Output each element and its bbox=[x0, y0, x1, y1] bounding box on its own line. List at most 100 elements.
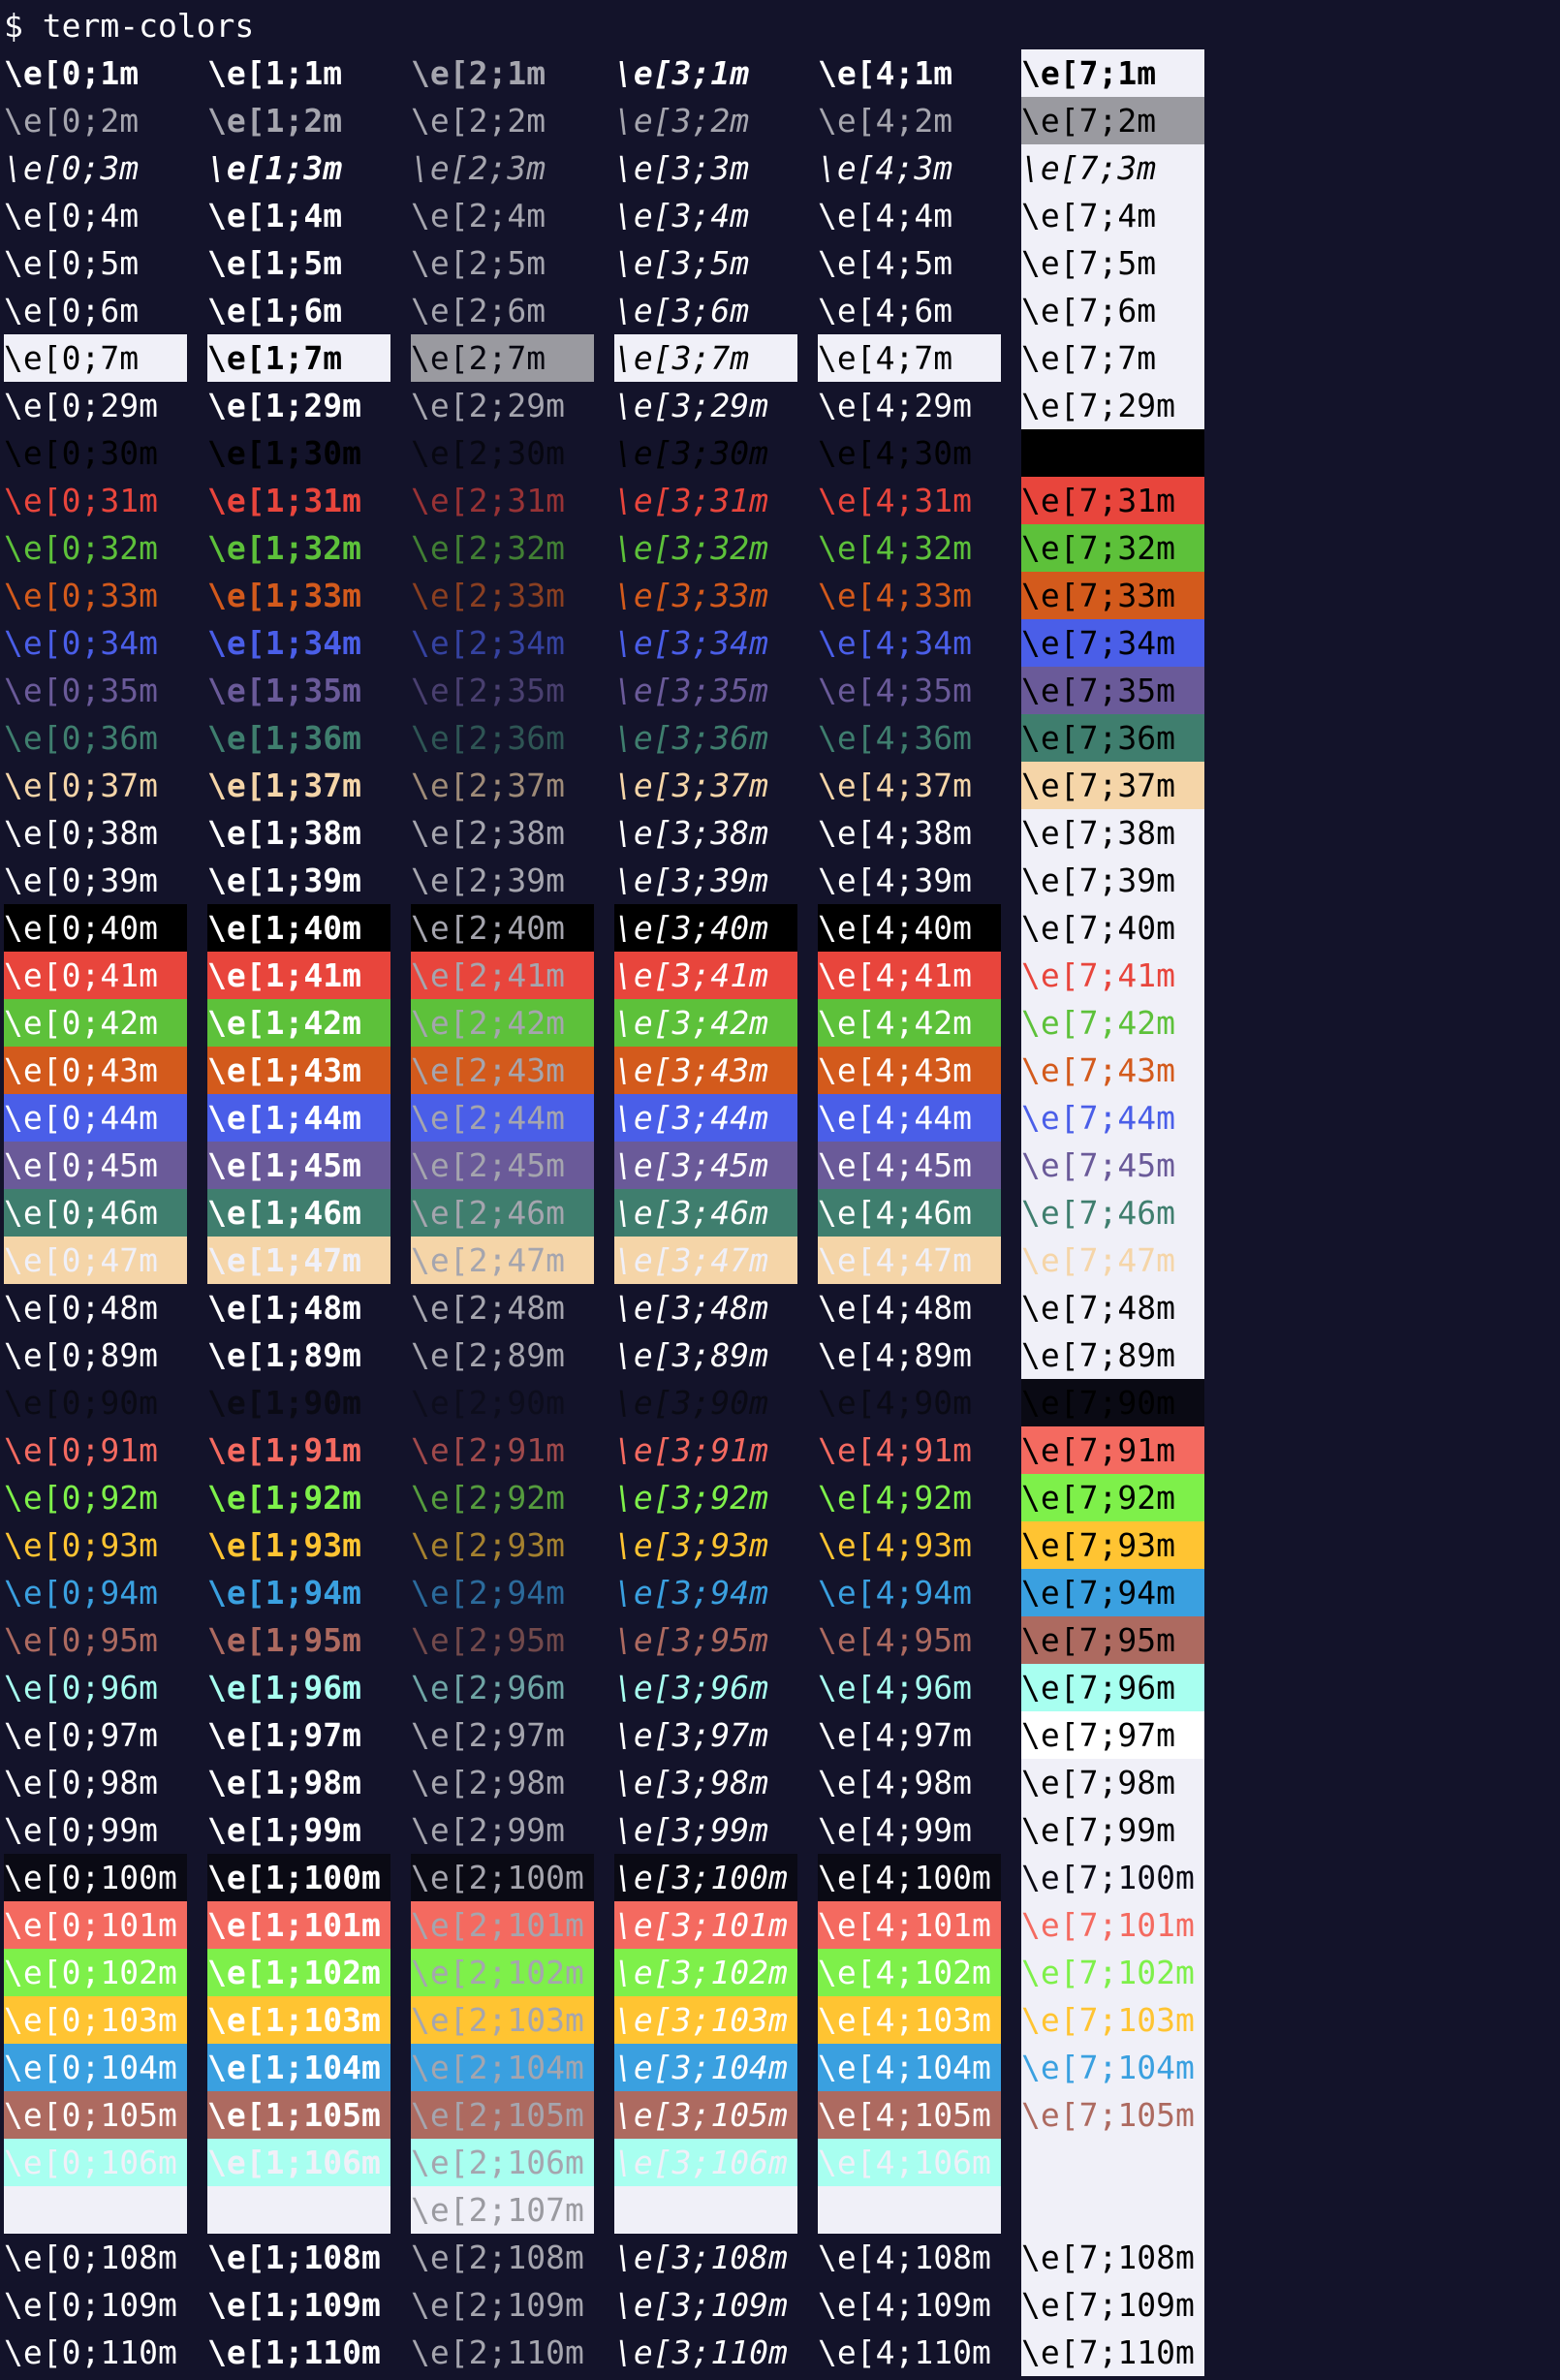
escape-cell-3-7: \e[3;7m bbox=[614, 334, 797, 382]
escape-code-label: \e[2;30m bbox=[411, 434, 565, 472]
escape-cell-0-90: \e[0;90m bbox=[4, 1379, 187, 1426]
escape-code-label: \e[0;104m bbox=[4, 2049, 177, 2086]
escape-code-label: \e[4;98m bbox=[818, 1764, 972, 1801]
escape-code-label: \e[0;108m bbox=[4, 2239, 177, 2276]
escape-code-label: \e[0;105m bbox=[4, 2096, 177, 2134]
escape-cell-3-3: \e[3;3m bbox=[614, 144, 797, 192]
escape-code-label: \e[3;39m bbox=[614, 861, 768, 899]
escape-cell-2-38: \e[2;38m bbox=[411, 809, 594, 857]
escape-cell-3-29: \e[3;29m bbox=[614, 382, 797, 429]
escape-code-label: \e[3;36m bbox=[614, 719, 768, 757]
escape-code-label: \e[4;110m bbox=[818, 2333, 991, 2371]
escape-code-label: \e[2;107m bbox=[411, 2191, 584, 2229]
escape-code-label: \e[4;94m bbox=[818, 1574, 972, 1612]
escape-cell-3-100: \e[3;100m bbox=[614, 1854, 797, 1901]
escape-cell-3-102: \e[3;102m bbox=[614, 1949, 797, 1996]
escape-code-label: \e[0;6m bbox=[4, 292, 140, 329]
escape-cell-2-42: \e[2;42m bbox=[411, 999, 594, 1047]
escape-cell-4-106: \e[4;106m bbox=[818, 2139, 1001, 2186]
escape-cell-1-91: \e[1;91m bbox=[207, 1426, 390, 1474]
escape-code-label: \e[0;38m bbox=[4, 814, 158, 852]
escape-cell-2-30: \e[2;30m bbox=[411, 429, 594, 477]
escape-cell-4-107 bbox=[818, 2186, 1001, 2234]
escape-cell-0-30: \e[0;30m bbox=[4, 429, 187, 477]
escape-code-label: \e[2;1m bbox=[411, 54, 546, 92]
escape-code-label: \e[2;106m bbox=[411, 2144, 584, 2181]
escape-code-label: \e[3;48m bbox=[614, 1289, 768, 1327]
escape-cell-4-103: \e[4;103m bbox=[818, 1996, 1001, 2044]
escape-code-label: \e[0;95m bbox=[4, 1621, 158, 1659]
escape-code-label: \e[4;43m bbox=[818, 1051, 972, 1089]
escape-cell-2-99: \e[2;99m bbox=[411, 1806, 594, 1854]
terminal-window[interactable]: $ term-colors \e[0;1m \e[1;1m \e[2;1m \e[3;… bbox=[4, 2, 1554, 2378]
escape-cell-4-96: \e[4;96m bbox=[818, 1664, 1001, 1711]
escape-cell-2-94: \e[2;94m bbox=[411, 1569, 594, 1616]
escape-code-label: \e[1;108m bbox=[207, 2239, 381, 2276]
escape-code-label: \e[1;91m bbox=[207, 1431, 361, 1469]
escape-cell-3-103: \e[3;103m bbox=[614, 1996, 797, 2044]
escape-code-label: \e[4;2m bbox=[818, 102, 953, 140]
escape-code-label: \e[7;93m bbox=[1021, 1526, 1175, 1564]
escape-code-label: \e[7;94m bbox=[1021, 1574, 1175, 1612]
escape-cell-4-101: \e[4;101m bbox=[818, 1901, 1001, 1949]
escape-code-label: \e[3;93m bbox=[614, 1526, 768, 1564]
escape-cell-3-35: \e[3;35m bbox=[614, 667, 797, 714]
escape-cell-2-39: \e[2;39m bbox=[411, 857, 594, 904]
escape-cell-0-33: \e[0;33m bbox=[4, 572, 187, 619]
escape-code-label: \e[1;43m bbox=[207, 1051, 361, 1089]
escape-code-label: \e[7;109m bbox=[1021, 2286, 1195, 2324]
escape-code-label: \e[1;39m bbox=[207, 861, 361, 899]
escape-cell-4-105: \e[4;105m bbox=[818, 2091, 1001, 2139]
escape-code-label: \e[7;32m bbox=[1021, 529, 1175, 567]
escape-code-label: \e[3;103m bbox=[614, 2001, 788, 2039]
escape-cell-3-101: \e[3;101m bbox=[614, 1901, 797, 1949]
escape-code-label: \e[3;2m bbox=[614, 102, 750, 140]
escape-cell-1-97: \e[1;97m bbox=[207, 1711, 390, 1759]
escape-code-label: \e[2;102m bbox=[411, 1954, 584, 1991]
escape-code-label: \e[1;89m bbox=[207, 1336, 361, 1374]
escape-cell-3-107 bbox=[614, 2186, 797, 2234]
escape-code-label: \e[4;108m bbox=[818, 2239, 991, 2276]
escape-cell-2-48: \e[2;48m bbox=[411, 1284, 594, 1331]
escape-code-label: \e[1;45m bbox=[207, 1146, 361, 1184]
escape-cell-2-34: \e[2;34m bbox=[411, 619, 594, 667]
escape-code-label: \e[1;100m bbox=[207, 1859, 381, 1896]
escape-cell-1-1: \e[1;1m bbox=[207, 49, 390, 97]
escape-cell-0-101: \e[0;101m bbox=[4, 1901, 187, 1949]
escape-code-label: \e[7;29m bbox=[1021, 387, 1175, 424]
escape-code-label: \e[3;96m bbox=[614, 1669, 768, 1707]
escape-code-label: \e[4;3m bbox=[818, 149, 953, 187]
escape-cell-0-41: \e[0;41m bbox=[4, 952, 187, 999]
escape-code-label: \e[2;32m bbox=[411, 529, 565, 567]
escape-cell-0-98: \e[0;98m bbox=[4, 1759, 187, 1806]
escape-code-label: \e[7;46m bbox=[1021, 1194, 1175, 1232]
escape-cell-4-41: \e[4;41m bbox=[818, 952, 1001, 999]
escape-cell-4-92: \e[4;92m bbox=[818, 1474, 1001, 1521]
escape-code-label: \e[2;4m bbox=[411, 197, 546, 235]
escape-cell-2-7: \e[2;7m bbox=[411, 334, 594, 382]
escape-code-label: \e[1;47m bbox=[207, 1241, 361, 1279]
escape-code-label: \e[7;48m bbox=[1021, 1289, 1175, 1327]
escape-cell-2-29: \e[2;29m bbox=[411, 382, 594, 429]
escape-code-label: \e[7;98m bbox=[1021, 1764, 1175, 1801]
escape-code-label: \e[1;2m bbox=[207, 102, 343, 140]
escape-code-label: \e[7;104m bbox=[1021, 2049, 1195, 2086]
escape-code-label: \e[7;97m bbox=[1021, 1716, 1175, 1754]
escape-cell-0-31: \e[0;31m bbox=[4, 477, 187, 524]
escape-code-label: \e[7;34m bbox=[1021, 624, 1175, 662]
escape-cell-4-46: \e[4;46m bbox=[818, 1189, 1001, 1237]
escape-cell-7-32: \e[7;32m bbox=[1021, 524, 1204, 572]
escape-code-label: \e[4;95m bbox=[818, 1621, 972, 1659]
escape-cell-1-99: \e[1;99m bbox=[207, 1806, 390, 1854]
escape-cell-3-89: \e[3;89m bbox=[614, 1331, 797, 1379]
escape-code-label: \e[0;46m bbox=[4, 1194, 158, 1232]
escape-cell-1-38: \e[1;38m bbox=[207, 809, 390, 857]
escape-cell-4-47: \e[4;47m bbox=[818, 1237, 1001, 1284]
escape-code-label: \e[7;90m bbox=[1021, 1384, 1175, 1422]
escape-code-label: \e[3;5m bbox=[614, 244, 750, 282]
escape-cell-4-38: \e[4;38m bbox=[818, 809, 1001, 857]
escape-code-label: \e[7;105m bbox=[1021, 2096, 1195, 2134]
escape-code-label: \e[7;41m bbox=[1021, 956, 1175, 994]
escape-code-label: \e[4;89m bbox=[818, 1336, 972, 1374]
escape-code-label: \e[3;30m bbox=[614, 434, 768, 472]
